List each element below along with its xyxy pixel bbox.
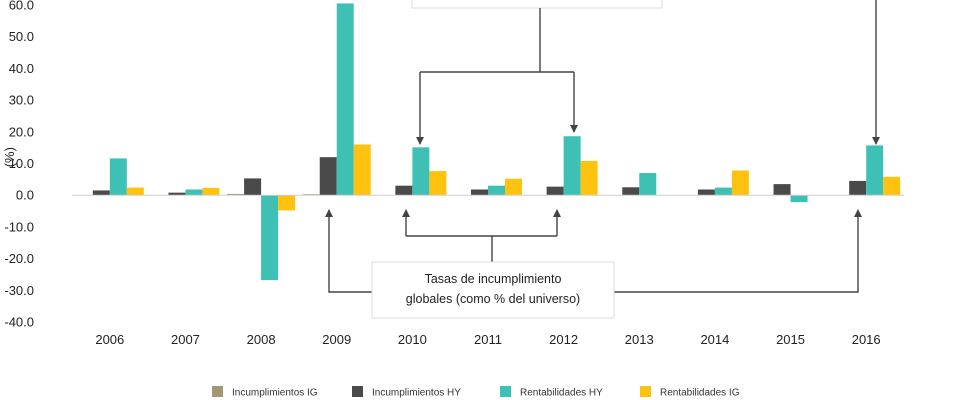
bar-rentabilidades-hy-2007 xyxy=(185,189,203,196)
bar-rentabilidades-hy-2014 xyxy=(714,187,732,196)
legend-swatch xyxy=(500,386,511,397)
x-tick-label: 2009 xyxy=(322,332,351,347)
x-tick-label: 2007 xyxy=(171,332,200,347)
bar-incumplimientos-ig-2008 xyxy=(227,193,245,196)
x-tick-label: 2013 xyxy=(625,332,654,347)
y-tick-label: 20.0 xyxy=(9,124,34,139)
y-tick-label: 50.0 xyxy=(9,29,34,44)
bar-incumplimientos-hy-2016 xyxy=(849,180,867,196)
bar-rentabilidades-hy-2016 xyxy=(866,145,884,196)
annotations: Tasas de incumplimiento globales (como %… xyxy=(325,0,880,319)
bar-rentabilidades-ig-2010 xyxy=(429,171,447,196)
bar-rentabilidades-ig-2007 xyxy=(202,187,220,196)
y-tick-label: -10.0 xyxy=(4,219,34,234)
x-tick-label: 2006 xyxy=(95,332,124,347)
y-tick-label: -20.0 xyxy=(4,251,34,266)
callout-line-2: globales (como % del universo) xyxy=(406,292,580,306)
bar-incumplimientos-hy-2013 xyxy=(622,187,640,196)
y-tick-label: -40.0 xyxy=(4,315,34,330)
bar-incumplimientos-hy-2008 xyxy=(244,178,262,196)
legend: Incumplimientos IG Incumplimientos HY Rent… xyxy=(212,386,740,399)
y-tick-label: 30.0 xyxy=(9,93,34,108)
y-tick-label: 10.0 xyxy=(9,156,34,171)
x-tick-label: 2015 xyxy=(776,332,805,347)
top-callout-connector xyxy=(420,8,574,73)
top-callout-box xyxy=(411,0,663,9)
bar-rentabilidades-ig-2006 xyxy=(126,187,144,196)
bar-rentabilidades-ig-2016 xyxy=(883,176,901,196)
arrow-to-2016-default xyxy=(614,209,862,293)
bar-rentabilidades-ig-2008 xyxy=(278,195,296,211)
bar-incumplimientos-hy-2009 xyxy=(319,157,337,196)
bar-incumplimientos-hy-2006 xyxy=(92,190,110,196)
bar-rentabilidades-hy-2011 xyxy=(488,185,505,196)
bar-incumplimientos-hy-2010 xyxy=(395,185,413,196)
y-tick-label: -30.0 xyxy=(4,283,34,298)
bar-rentabilidades-ig-2011 xyxy=(505,178,522,196)
legend-swatch xyxy=(640,386,651,397)
bar-rentabilidades-ig-2014 xyxy=(731,170,749,196)
bar-rentabilidades-hy-2006 xyxy=(109,158,127,196)
x-tick-label: 2012 xyxy=(549,332,578,347)
y-axis-label: (%) xyxy=(2,147,17,167)
bar-incumplimientos-hy-2011 xyxy=(471,189,488,196)
bar-rentabilidades-hy-2013 xyxy=(639,173,657,196)
legend-label: Incumplimientos IG xyxy=(232,388,318,399)
bar-incumplimientos-hy-2007 xyxy=(168,192,186,196)
bar-incumplimientos-hy-2012 xyxy=(546,186,564,196)
y-axis: 60.0 50.0 40.0 30.0 20.0 10.0 0.0 -10.0 -20.0 -30… xyxy=(4,0,34,330)
legend-swatch xyxy=(352,386,363,397)
bar-rentabilidades-hy-2015 xyxy=(790,195,808,203)
bar-incumplimientos-hy-2014 xyxy=(697,189,715,196)
legend-label: Rentabilidades IG xyxy=(660,388,740,399)
legend-label: Rentabilidades HY xyxy=(520,388,603,399)
x-tick-label: 2014 xyxy=(700,332,729,347)
bar-incumplimientos-hy-2015 xyxy=(773,184,791,196)
legend-label: Incumplimientos HY xyxy=(372,388,461,399)
bar-rentabilidades-hy-2008 xyxy=(261,195,279,281)
bar-rentabilidades-ig-2009 xyxy=(353,144,371,196)
bars xyxy=(92,3,901,281)
y-tick-label: 40.0 xyxy=(9,61,34,76)
bar-rentabilidades-hy-2010 xyxy=(412,147,430,196)
x-axis: 2006 2007 2008 2009 2010 2011 2012 2013 2014 2015… xyxy=(95,332,880,347)
x-tick-label: 2011 xyxy=(474,332,502,347)
y-tick-label: 0.0 xyxy=(16,188,34,203)
x-tick-label: 2008 xyxy=(247,332,276,347)
y-tick-label: 60.0 xyxy=(9,0,34,13)
bar-rentabilidades-hy-2009 xyxy=(336,3,354,196)
x-tick-label: 2010 xyxy=(398,332,427,347)
default-rate-callout-box xyxy=(371,261,615,319)
callout-line-1: Tasas de incumplimiento xyxy=(425,272,562,286)
bar-rentabilidades-ig-2012 xyxy=(580,160,598,196)
bottom-bracket xyxy=(406,235,557,262)
legend-swatch xyxy=(212,386,223,397)
x-tick-label: 2016 xyxy=(852,332,881,347)
arrow-to-2009-default xyxy=(325,209,372,293)
bar-rentabilidades-hy-2012 xyxy=(563,136,581,196)
